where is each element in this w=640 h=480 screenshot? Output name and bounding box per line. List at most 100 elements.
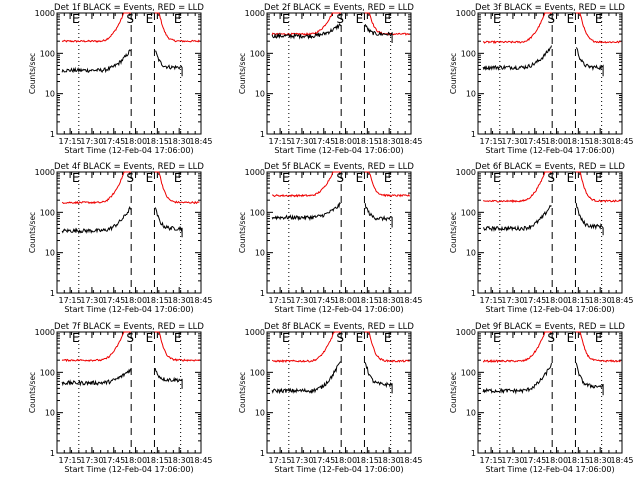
y-tick-label: 10 bbox=[466, 249, 476, 258]
y-tick-label: 1 bbox=[471, 289, 476, 298]
y-axis-label: Counts/sec bbox=[28, 212, 37, 253]
marker-label-E: E bbox=[146, 331, 154, 345]
panel-det-7: Det 7f BLACK = Events, RED = LLD 1 10 100 10… bbox=[28, 322, 213, 474]
y-axis-label: Counts/sec bbox=[28, 53, 37, 94]
marker-label-E: E bbox=[595, 331, 603, 345]
marker-label-E: E bbox=[567, 12, 575, 26]
x-tick-label: 17:15 bbox=[269, 137, 292, 146]
x-tick-label: 17:45 bbox=[523, 296, 546, 305]
events-series-segment bbox=[482, 362, 552, 395]
x-tick-label: 18:30 bbox=[168, 456, 191, 465]
x-tick-label: 17:30 bbox=[290, 456, 313, 465]
x-tick-label: 18:15 bbox=[356, 456, 379, 465]
lld-series-segment bbox=[482, 331, 552, 364]
x-tick-label: 17:45 bbox=[312, 296, 335, 305]
panel-title: Det 6f BLACK = Events, RED = LLD bbox=[475, 162, 625, 172]
x-tick-label: 17:30 bbox=[80, 296, 103, 305]
x-axis-label: Start Time (12-Feb-04 17:06:00) bbox=[274, 146, 403, 155]
lld-series-segment bbox=[154, 12, 200, 43]
x-axis-label: Start Time (12-Feb-04 17:06:00) bbox=[274, 305, 403, 314]
x-tick-label: 18:45 bbox=[610, 456, 633, 465]
x-tick-label: 17:30 bbox=[501, 137, 524, 146]
x-tick-label: 18:45 bbox=[189, 137, 212, 146]
x-axis-label: Start Time (12-Feb-04 17:06:00) bbox=[485, 305, 614, 314]
lld-series-segment bbox=[364, 331, 410, 363]
x-tick-label: 17:30 bbox=[290, 137, 313, 146]
y-tick-label: 1000 bbox=[245, 168, 265, 177]
y-axis-label: Counts/sec bbox=[449, 372, 458, 413]
y-tick-label: 100 bbox=[250, 208, 265, 217]
y-tick-label: 100 bbox=[40, 208, 55, 217]
y-tick-label: 100 bbox=[250, 368, 265, 377]
x-tick-label: 17:30 bbox=[80, 456, 103, 465]
x-tick-label: 18:00 bbox=[545, 296, 568, 305]
panel-title: Det 5f BLACK = Events, RED = LLD bbox=[264, 162, 414, 172]
events-series-segment bbox=[271, 22, 341, 40]
x-tick-label: 18:30 bbox=[589, 296, 612, 305]
x-tick-label: 17:15 bbox=[59, 296, 82, 305]
marker-label-S: S bbox=[547, 331, 555, 345]
y-tick-label: 100 bbox=[461, 368, 476, 377]
x-tick-label: 17:45 bbox=[312, 456, 335, 465]
x-tick-label: 17:30 bbox=[501, 456, 524, 465]
y-tick-label: 1 bbox=[260, 449, 265, 458]
marker-label-E: E bbox=[282, 12, 290, 26]
marker-label-E: E bbox=[493, 171, 501, 185]
x-tick-label: 18:15 bbox=[146, 137, 169, 146]
x-tick-label: 18:15 bbox=[567, 456, 590, 465]
x-tick-label: 17:15 bbox=[480, 296, 503, 305]
marker-label-S: S bbox=[126, 331, 134, 345]
events-series-segment bbox=[575, 202, 604, 236]
marker-label-E: E bbox=[72, 171, 80, 185]
y-tick-label: 10 bbox=[255, 249, 265, 258]
x-tick-label: 18:45 bbox=[610, 137, 633, 146]
lld-series-segment bbox=[271, 331, 341, 364]
x-tick-label: 18:00 bbox=[545, 137, 568, 146]
x-tick-label: 18:15 bbox=[567, 137, 590, 146]
marker-label-S: S bbox=[336, 171, 344, 185]
x-tick-label: 17:15 bbox=[480, 137, 503, 146]
y-tick-label: 100 bbox=[40, 49, 55, 58]
events-series-segment bbox=[61, 49, 131, 74]
x-tick-label: 18:30 bbox=[168, 137, 191, 146]
lld-series-segment bbox=[483, 171, 552, 204]
x-tick-label: 18:45 bbox=[399, 296, 422, 305]
panel-det-2: Det 2f BLACK = Events, RED = LLD 1 10 100 10… bbox=[238, 3, 423, 155]
x-tick-label: 18:00 bbox=[334, 137, 357, 146]
panel-title: Det 4f BLACK = Events, RED = LLD bbox=[54, 162, 204, 172]
panel-det-6: Det 6f BLACK = Events, RED = LLD 1 10 100 10… bbox=[449, 162, 634, 314]
marker-label-E: E bbox=[282, 331, 290, 345]
lld-series-segment bbox=[61, 12, 131, 43]
events-series-segment bbox=[154, 367, 183, 389]
marker-label-E: E bbox=[356, 171, 364, 185]
events-series-segment bbox=[575, 47, 604, 77]
lld-series-segment bbox=[482, 12, 552, 45]
y-tick-label: 10 bbox=[45, 249, 55, 258]
marker-label-S: S bbox=[336, 12, 344, 26]
y-tick-label: 10 bbox=[466, 409, 476, 418]
y-axis-label: Counts/sec bbox=[28, 372, 37, 413]
x-tick-label: 17:30 bbox=[501, 296, 524, 305]
panel-title: Det 1f BLACK = Events, RED = LLD bbox=[54, 3, 204, 13]
events-series-segment bbox=[154, 207, 183, 238]
y-tick-label: 1000 bbox=[35, 168, 55, 177]
x-tick-label: 17:15 bbox=[269, 296, 292, 305]
y-tick-label: 10 bbox=[255, 90, 265, 99]
panel-det-9: Det 9f BLACK = Events, RED = LLD 1 10 100 10… bbox=[449, 322, 634, 474]
y-tick-label: 10 bbox=[45, 90, 55, 99]
x-tick-label: 18:00 bbox=[124, 456, 147, 465]
y-tick-label: 1 bbox=[50, 449, 55, 458]
marker-label-E: E bbox=[595, 171, 603, 185]
marker-label-E: E bbox=[493, 12, 501, 26]
panel-title: Det 7f BLACK = Events, RED = LLD bbox=[54, 322, 204, 332]
y-axis-label: Counts/sec bbox=[238, 53, 247, 94]
y-tick-label: 10 bbox=[466, 90, 476, 99]
marker-label-E: E bbox=[595, 12, 603, 26]
y-tick-label: 1 bbox=[471, 130, 476, 139]
x-axis-label: Start Time (12-Feb-04 17:06:00) bbox=[274, 465, 403, 474]
marker-label-E: E bbox=[384, 171, 392, 185]
events-series-segment bbox=[61, 368, 131, 387]
y-axis-label: Counts/sec bbox=[238, 212, 247, 253]
lld-series-segment bbox=[364, 12, 410, 36]
